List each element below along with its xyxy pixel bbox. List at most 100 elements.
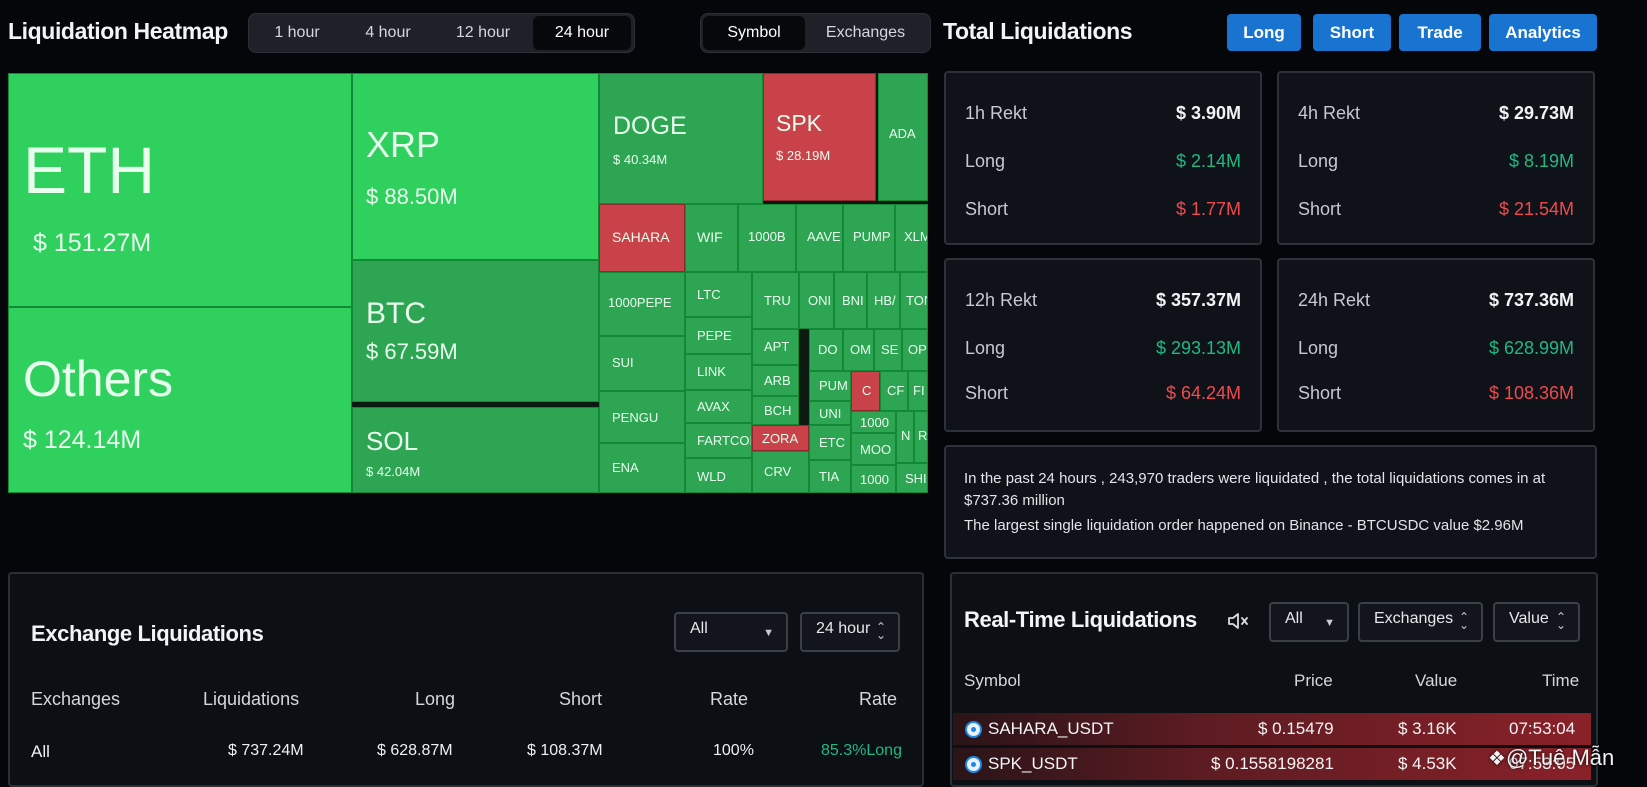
treemap-cell-1000-b[interactable]: 1000: [851, 465, 896, 493]
treemap-cell-c[interactable]: C: [851, 371, 880, 411]
treemap-cell-xlm[interactable]: XLM: [895, 204, 928, 272]
treemap-cell-sol[interactable]: SOL $ 42.04M: [352, 407, 599, 493]
treemap-cell-link[interactable]: LINK: [685, 354, 752, 390]
treemap-cell-crv[interactable]: CRV: [752, 451, 809, 493]
treemap-cell-ton[interactable]: TON: [900, 272, 928, 329]
treemap-cell-btc[interactable]: BTC $ 67.59M: [352, 260, 599, 402]
table-row[interactable]: SAHARA_USDT $ 0.15479 $ 3.16K 07:53:04: [953, 713, 1591, 745]
treemap-cell-sui[interactable]: SUI: [599, 336, 685, 391]
treemap-cell-tia[interactable]: TIA: [809, 460, 851, 493]
treemap-cell-pengu[interactable]: PENGU: [599, 391, 685, 443]
cell-symbol: CF: [887, 383, 905, 398]
treemap-cell-doge[interactable]: DOGE $ 40.34M: [599, 73, 763, 204]
treemap-cell-hba[interactable]: HB/: [867, 272, 900, 329]
tab-24-hour[interactable]: 24 hour: [533, 16, 631, 50]
sort-updown-icon: ⌃ ⌄: [1458, 610, 1469, 632]
treemap-cell-pump[interactable]: PUMP: [843, 204, 895, 272]
exchange-period-select[interactable]: 24 hour ⌃ ⌄: [800, 612, 900, 652]
treemap-cell-se[interactable]: SE: [874, 329, 902, 371]
liquidation-treemap: ETH $ 151.27M Others $ 124.14M XRP $ 88.…: [8, 73, 928, 493]
card-long-label: Long: [965, 151, 1006, 171]
cell-symbol: 1000: [860, 472, 889, 487]
treemap-cell-uni[interactable]: UNI: [809, 401, 851, 425]
short-button[interactable]: Short: [1313, 14, 1391, 51]
treemap-cell-ada[interactable]: ADA: [878, 73, 928, 201]
col-value: Value: [1415, 671, 1458, 690]
cell-symbol: DOGE: [613, 112, 687, 140]
treemap-cell-ena[interactable]: ENA: [599, 443, 685, 493]
treemap-cell-arb[interactable]: ARB: [752, 365, 799, 396]
realtime-exchanges-select[interactable]: Exchanges ⌃ ⌄: [1358, 602, 1483, 642]
treemap-cell-others[interactable]: Others $ 124.14M: [8, 307, 352, 493]
select-value: 24 hour: [816, 620, 871, 637]
treemap-cell-shib[interactable]: SHIB: [896, 463, 928, 493]
rekt-card-12h: 12h Rekt $ 357.37M Long $ 293.13M Short $ 6…: [944, 258, 1262, 432]
treemap-cell-spk[interactable]: SPK $ 28.19M: [763, 73, 876, 201]
time-range-tabs: 1 hour 4 hour 12 hour 24 hour: [248, 13, 635, 53]
treemap-cell-wif[interactable]: WIF: [685, 204, 738, 272]
treemap-cell-avax[interactable]: AVAX: [685, 390, 752, 423]
treemap-cell-zora[interactable]: ZORA: [752, 425, 809, 451]
trade-button[interactable]: Trade: [1399, 14, 1481, 51]
treemap-cell-fi[interactable]: FI: [908, 371, 928, 411]
treemap-cell-etc[interactable]: ETC: [809, 425, 851, 460]
treemap-cell-tru[interactable]: TRU: [752, 272, 799, 329]
treemap-cell-1000b[interactable]: 1000B: [738, 204, 796, 272]
col-short: Short: [559, 689, 603, 709]
realtime-value-select[interactable]: Value ⌃ ⌄: [1493, 602, 1580, 642]
cell-symbol: FI: [913, 383, 925, 398]
treemap-cell-bch[interactable]: BCH: [752, 396, 799, 425]
cell-value: $ 28.19M: [776, 148, 831, 163]
row-price: $ 0.1558198281: [1211, 754, 1334, 773]
cell-symbol: LTC: [697, 287, 721, 302]
cell-value: $ 67.59M: [366, 339, 458, 364]
exchange-filter-select[interactable]: All ▼: [674, 612, 788, 652]
row-long: $ 628.87M: [377, 742, 453, 759]
treemap-cell-1000pepe[interactable]: 1000PEPE: [599, 272, 685, 336]
treemap-cell-apt[interactable]: APT: [752, 329, 799, 365]
treemap-cell-om[interactable]: OM: [843, 329, 874, 371]
treemap-cell-ltc[interactable]: LTC: [685, 272, 752, 317]
treemap-cell-wld[interactable]: WLD: [685, 458, 752, 493]
treemap-cell-pum[interactable]: PUM: [809, 371, 851, 401]
cell-symbol: ETC: [819, 435, 845, 450]
tab-4-hour[interactable]: 4 hour: [365, 24, 411, 41]
row-time: 07:53:04: [1509, 719, 1576, 738]
treemap-cell-bnb[interactable]: BNI: [834, 272, 867, 329]
cell-symbol: BTC: [366, 297, 426, 330]
treemap-cell-fartcoin[interactable]: FARTCOI: [685, 423, 752, 458]
exchange-liquidations-panel: [8, 572, 924, 787]
cell-symbol: XRP: [366, 124, 441, 165]
treemap-cell-aave[interactable]: AAVE: [796, 204, 843, 272]
tab-1-hour[interactable]: 1 hour: [274, 24, 320, 41]
long-button[interactable]: Long: [1227, 14, 1301, 51]
treemap-cell-eth[interactable]: ETH $ 151.27M: [8, 73, 352, 307]
total-liquidations-title: Total Liquidations: [943, 18, 1133, 44]
treemap-cell-n[interactable]: N: [896, 411, 914, 463]
tab-exchanges[interactable]: Exchanges: [825, 24, 906, 41]
tab-symbol[interactable]: Symbol: [703, 16, 805, 50]
treemap-cell-xrp[interactable]: XRP $ 88.50M: [352, 73, 599, 260]
select-value: Value: [1509, 610, 1549, 627]
cell-symbol: SAHARA: [612, 229, 670, 245]
table-row[interactable]: SPK_USDT $ 0.1558198281 $ 4.53K 07:53:05: [953, 748, 1591, 780]
mute-icon[interactable]: [1227, 611, 1251, 631]
treemap-cell-sahara[interactable]: SAHARA: [599, 204, 685, 272]
card-short-value: $ 64.24M: [1165, 383, 1241, 403]
treemap-cell-op[interactable]: OP: [902, 329, 928, 371]
cell-symbol: PENGU: [612, 410, 659, 425]
treemap-cell-moo[interactable]: MOO: [851, 433, 896, 465]
card-total: $ 737.36M: [1488, 290, 1574, 310]
cell-symbol: C: [862, 383, 872, 398]
treemap-cell-1000[interactable]: 1000: [851, 411, 896, 433]
treemap-cell-pepe[interactable]: PEPE: [685, 317, 752, 354]
row-symbol: SAHARA_USDT: [988, 719, 1114, 738]
treemap-cell-cf[interactable]: CF: [880, 371, 908, 411]
cell-symbol: TIA: [819, 469, 840, 484]
analytics-button[interactable]: Analytics: [1489, 14, 1597, 51]
treemap-cell-do[interactable]: DO: [809, 329, 843, 371]
tab-12-hour[interactable]: 12 hour: [455, 24, 511, 41]
treemap-cell-oni[interactable]: ONI: [799, 272, 834, 329]
treemap-cell-r[interactable]: R: [914, 411, 928, 463]
realtime-all-select[interactable]: All ▼: [1269, 602, 1349, 642]
